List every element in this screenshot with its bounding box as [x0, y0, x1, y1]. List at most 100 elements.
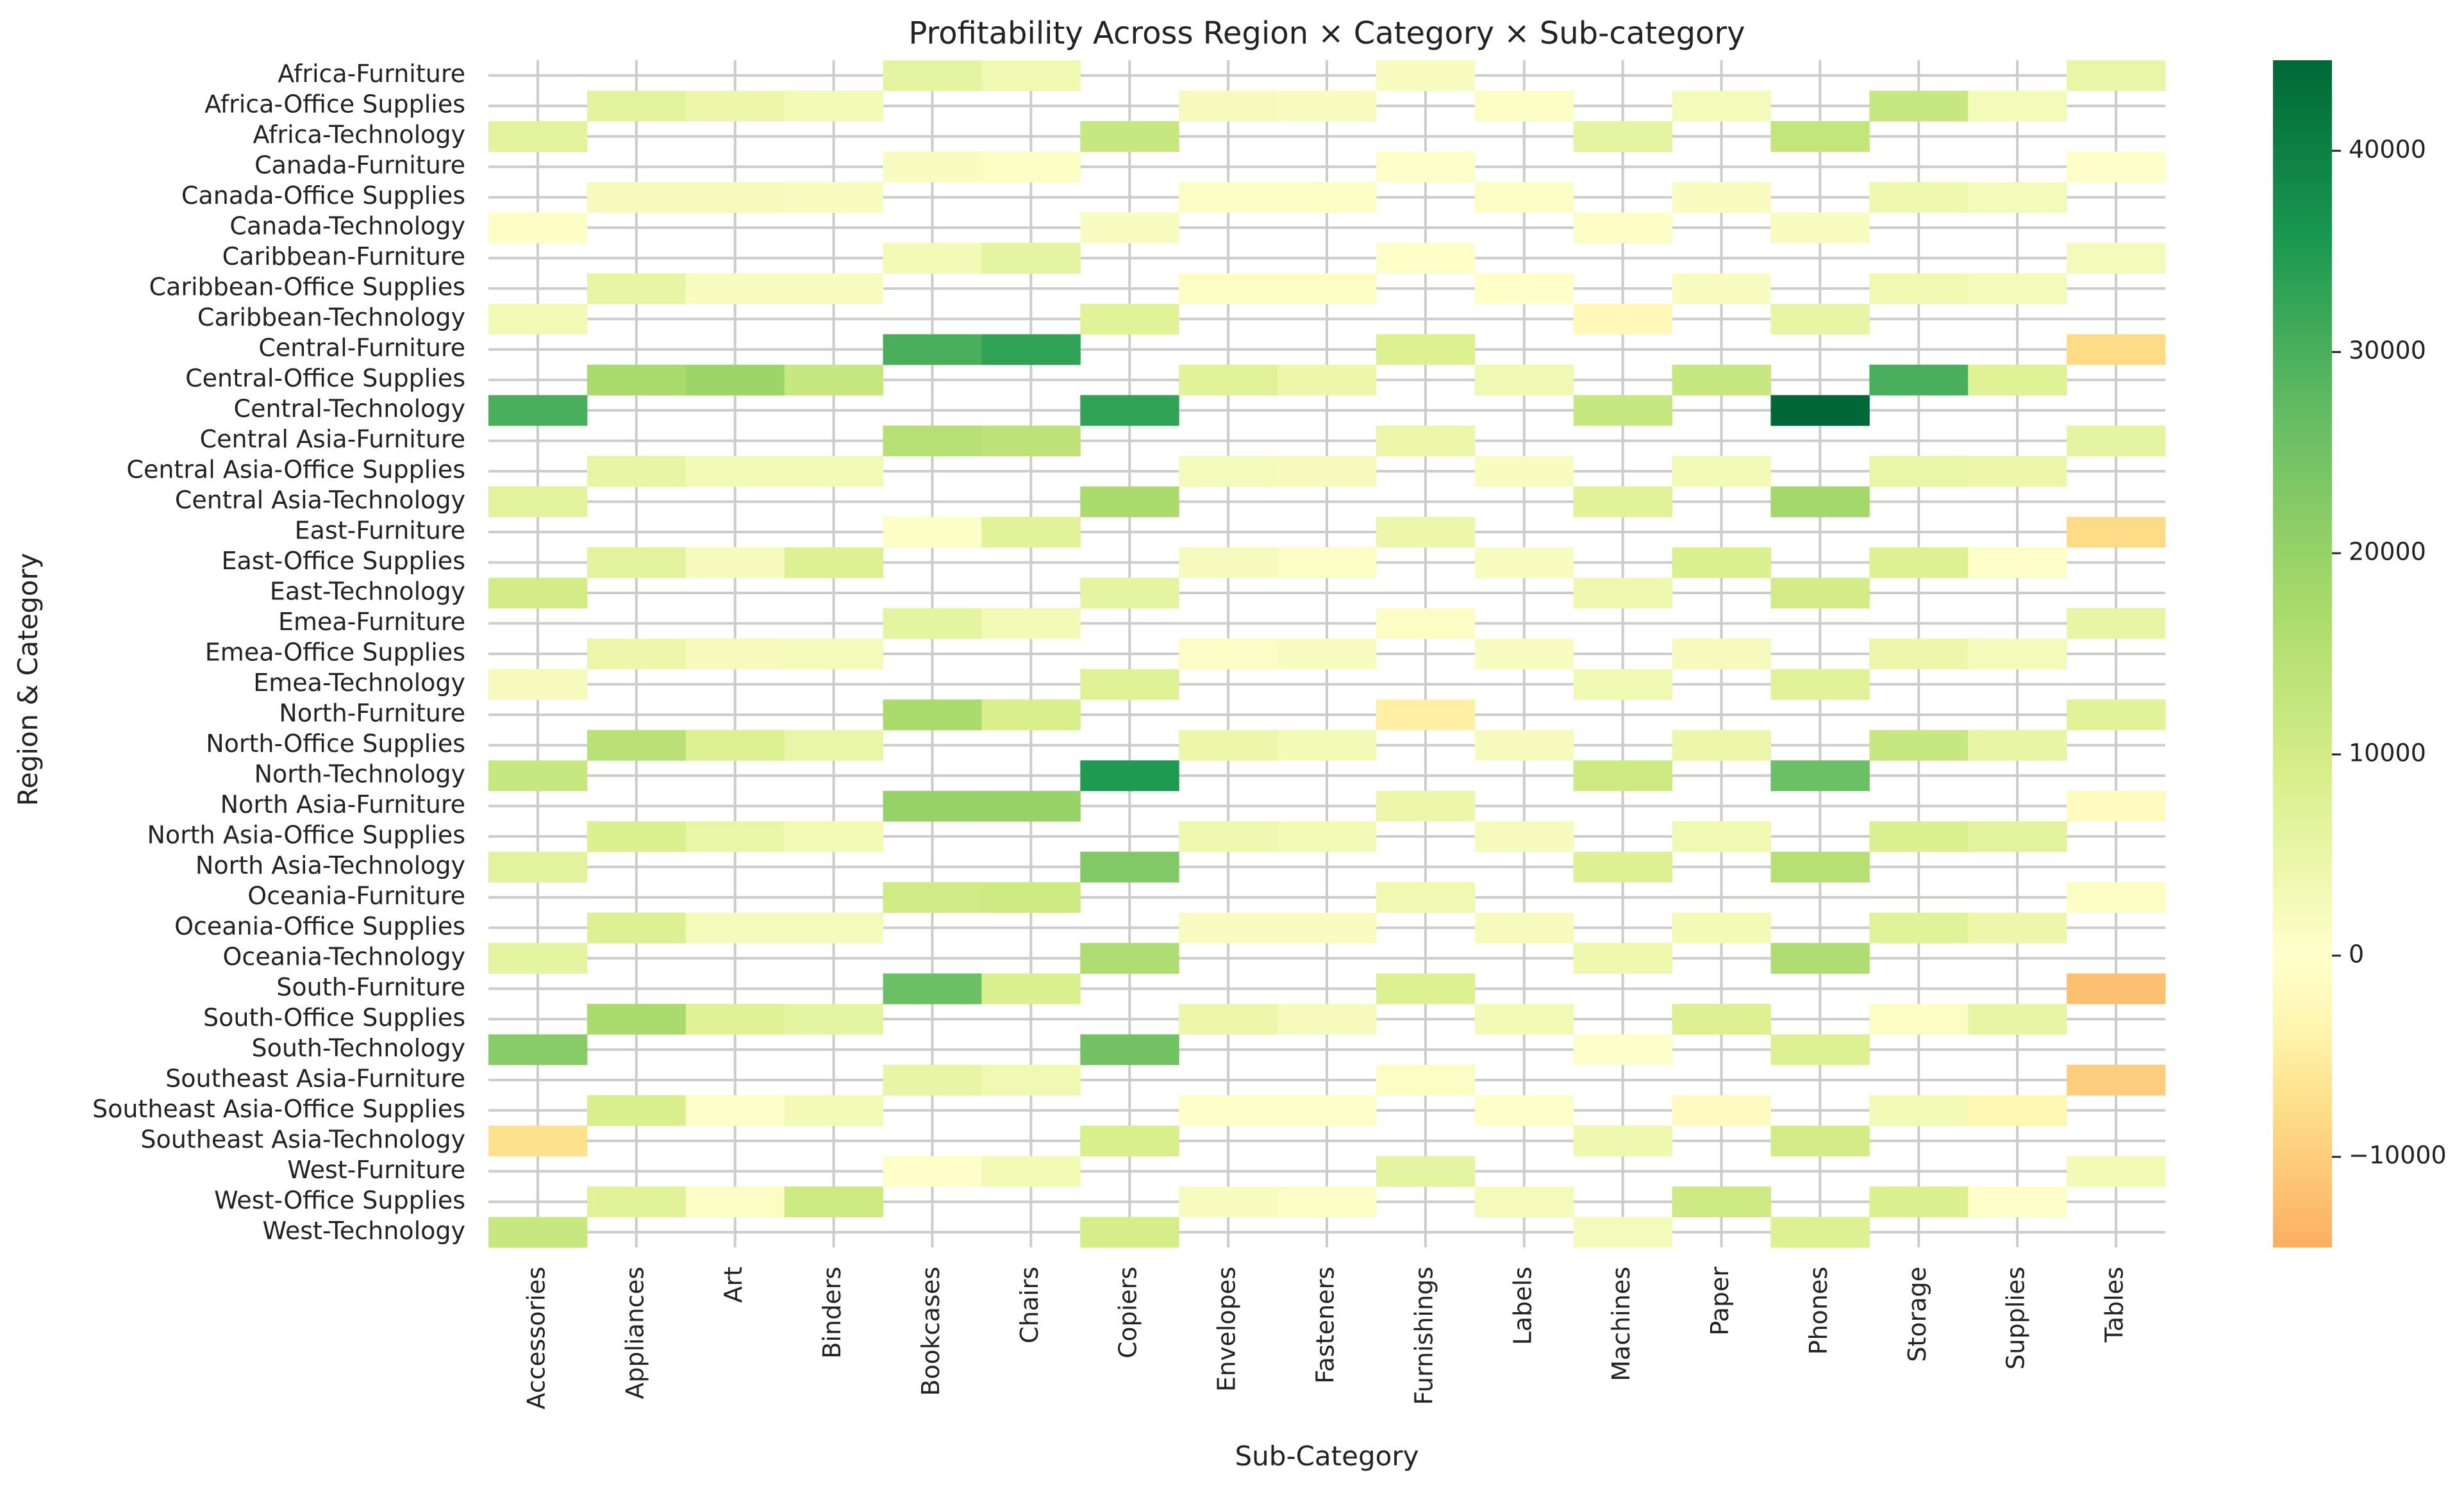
heatmap-cell — [1376, 517, 1476, 548]
heatmap-cell — [981, 334, 1081, 365]
heatmap-cell — [2067, 1156, 2166, 1187]
heatmap-cell — [1573, 121, 1673, 152]
heatmap-cell — [1770, 212, 1870, 244]
heatmap-cell — [2067, 699, 2166, 731]
heatmap-cell — [883, 334, 982, 365]
heatmap-cell — [1672, 181, 1771, 213]
heatmap-cell — [1278, 1187, 1377, 1218]
heatmap-cell — [685, 638, 785, 670]
heatmap-cell — [883, 790, 982, 822]
x-tick-label: Chairs — [1015, 1267, 1044, 1344]
heatmap-cell — [1278, 364, 1377, 396]
x-tick-label: Paper — [1706, 1267, 1734, 1336]
heatmap-cell — [488, 669, 588, 700]
heatmap-cell — [1573, 212, 1673, 244]
heatmap-cell — [1179, 638, 1278, 670]
heatmap-cell — [1869, 364, 1969, 396]
heatmap-cell — [1080, 578, 1179, 609]
heatmap-cell — [488, 1217, 588, 1248]
heatmap-cell — [488, 486, 588, 517]
colorbar-tick-label: 0 — [2349, 940, 2364, 968]
y-tick-label: North-Technology — [254, 760, 465, 788]
x-tick-label: Labels — [1508, 1267, 1536, 1345]
heatmap-cell — [981, 973, 1081, 1004]
heatmap-cell — [784, 364, 884, 396]
heatmap-cell — [1376, 973, 1476, 1004]
heatmap-cell — [981, 1156, 1081, 1187]
heatmap-cell — [587, 181, 687, 213]
heatmap-cell — [587, 729, 687, 761]
y-tick-label: Africa-Furniture — [278, 60, 465, 88]
heatmap-cell — [1474, 547, 1574, 578]
heatmap-cell — [1968, 1187, 2067, 1218]
heatmap-cell — [685, 181, 785, 213]
heatmap-cell — [2067, 608, 2166, 639]
y-tick-label: Central Asia-Furniture — [200, 425, 465, 453]
colorbar-gradient — [2273, 60, 2332, 1247]
heatmap-cell — [587, 90, 687, 122]
y-tick-label: East-Furniture — [295, 517, 465, 545]
heatmap-cell — [981, 608, 1081, 639]
y-tick-label: South-Furniture — [276, 973, 465, 1001]
heatmap-cell — [1573, 395, 1673, 426]
heatmap-cell — [587, 638, 687, 670]
colorbar-tick-label: 30000 — [2349, 337, 2426, 365]
heatmap-cell — [1474, 364, 1574, 396]
heatmap-cell — [1179, 90, 1278, 122]
heatmap-cells — [488, 60, 2166, 1248]
heatmap-cell — [1672, 547, 1771, 578]
y-tick-label: Canada-Furniture — [254, 151, 465, 179]
heatmap-cell — [1474, 638, 1574, 670]
heatmap-cell — [784, 273, 884, 304]
y-tick-label: East-Technology — [270, 578, 465, 606]
heatmap-cell — [1179, 1004, 1278, 1035]
heatmap-cell — [784, 821, 884, 853]
heatmap-cell — [1278, 1095, 1377, 1126]
y-tick-label: Central Asia-Technology — [175, 486, 465, 514]
heatmap-cell — [488, 851, 588, 883]
heatmap-cell — [1770, 1217, 1870, 1248]
heatmap-cell — [981, 699, 1081, 731]
heatmap-cell — [488, 1034, 588, 1065]
y-tick-label: Central Asia-Office Supplies — [126, 456, 465, 484]
heatmap-cell — [488, 760, 588, 792]
heatmap-cell — [1278, 638, 1377, 670]
heatmap-cell — [784, 456, 884, 487]
heatmap-cell — [1968, 90, 2067, 122]
heatmap-cell — [587, 547, 687, 578]
heatmap-cell — [1573, 1126, 1673, 1157]
heatmap-cell — [488, 1126, 588, 1157]
heatmap-cell — [784, 547, 884, 578]
heatmap-cell — [587, 456, 687, 487]
heatmap-cell — [1278, 912, 1377, 944]
heatmap-cell — [685, 547, 785, 578]
y-tick-label: South-Office Supplies — [203, 1003, 465, 1031]
heatmap-cell — [1770, 760, 1870, 792]
heatmap-cell — [1080, 212, 1179, 244]
heatmap-cell — [1573, 760, 1673, 792]
heatmap-cell — [1770, 1034, 1870, 1065]
heatmap-cell — [1080, 486, 1179, 517]
heatmap-cell — [1474, 912, 1574, 944]
heatmap-cell — [1474, 1187, 1574, 1218]
heatmap-cell — [2067, 425, 2166, 456]
y-tick-label: Caribbean-Furniture — [222, 242, 465, 271]
heatmap-cell — [1573, 669, 1673, 700]
y-tick-label: Southeast Asia-Furniture — [165, 1064, 465, 1092]
x-tick-label: Copiers — [1114, 1267, 1142, 1358]
heatmap-cell — [1573, 578, 1673, 609]
heatmap-cell — [685, 90, 785, 122]
y-axis-label: Region & Category — [12, 553, 44, 806]
heatmap-cell — [1869, 1187, 1969, 1218]
y-tick-label: Central-Office Supplies — [185, 364, 465, 392]
colorbar-tick-label: 10000 — [2349, 738, 2426, 767]
heatmap-cell — [1376, 790, 1476, 822]
heatmap-cell — [1080, 851, 1179, 883]
heatmap-cell — [587, 1187, 687, 1218]
heatmap-cell — [685, 1187, 785, 1218]
heatmap-cell — [1672, 821, 1771, 853]
heatmap-cell — [685, 729, 785, 761]
x-tick-label: Accessories — [522, 1267, 550, 1410]
heatmap-cell — [784, 90, 884, 122]
